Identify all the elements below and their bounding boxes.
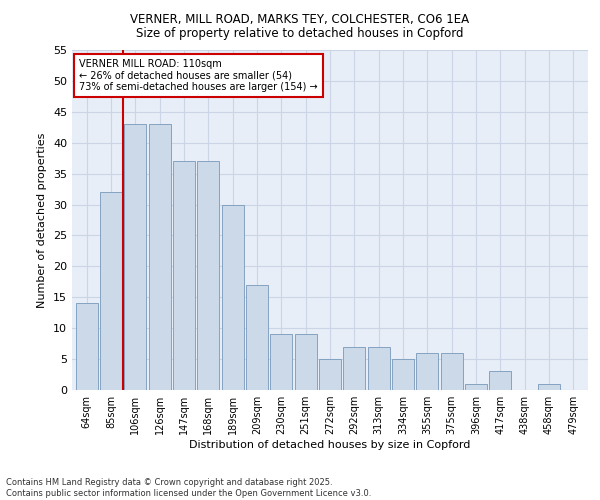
Bar	[538, 384, 560, 390]
Bar	[368, 346, 389, 390]
X-axis label: Distribution of detached houses by size in Copford: Distribution of detached houses by size …	[190, 440, 470, 450]
Bar	[246, 285, 268, 390]
Bar	[295, 334, 317, 390]
Bar	[392, 359, 414, 390]
Bar	[221, 204, 244, 390]
Y-axis label: Number of detached properties: Number of detached properties	[37, 132, 47, 308]
Bar	[319, 359, 341, 390]
Text: VERNER, MILL ROAD, MARKS TEY, COLCHESTER, CO6 1EA: VERNER, MILL ROAD, MARKS TEY, COLCHESTER…	[130, 12, 470, 26]
Bar	[197, 162, 219, 390]
Text: Contains HM Land Registry data © Crown copyright and database right 2025.
Contai: Contains HM Land Registry data © Crown c…	[6, 478, 371, 498]
Text: VERNER MILL ROAD: 110sqm
← 26% of detached houses are smaller (54)
73% of semi-d: VERNER MILL ROAD: 110sqm ← 26% of detach…	[79, 60, 318, 92]
Bar	[149, 124, 170, 390]
Bar	[416, 353, 439, 390]
Bar	[271, 334, 292, 390]
Bar	[490, 372, 511, 390]
Bar	[100, 192, 122, 390]
Bar	[76, 304, 98, 390]
Bar	[441, 353, 463, 390]
Bar	[465, 384, 487, 390]
Bar	[343, 346, 365, 390]
Text: Size of property relative to detached houses in Copford: Size of property relative to detached ho…	[136, 28, 464, 40]
Bar	[173, 162, 195, 390]
Bar	[124, 124, 146, 390]
